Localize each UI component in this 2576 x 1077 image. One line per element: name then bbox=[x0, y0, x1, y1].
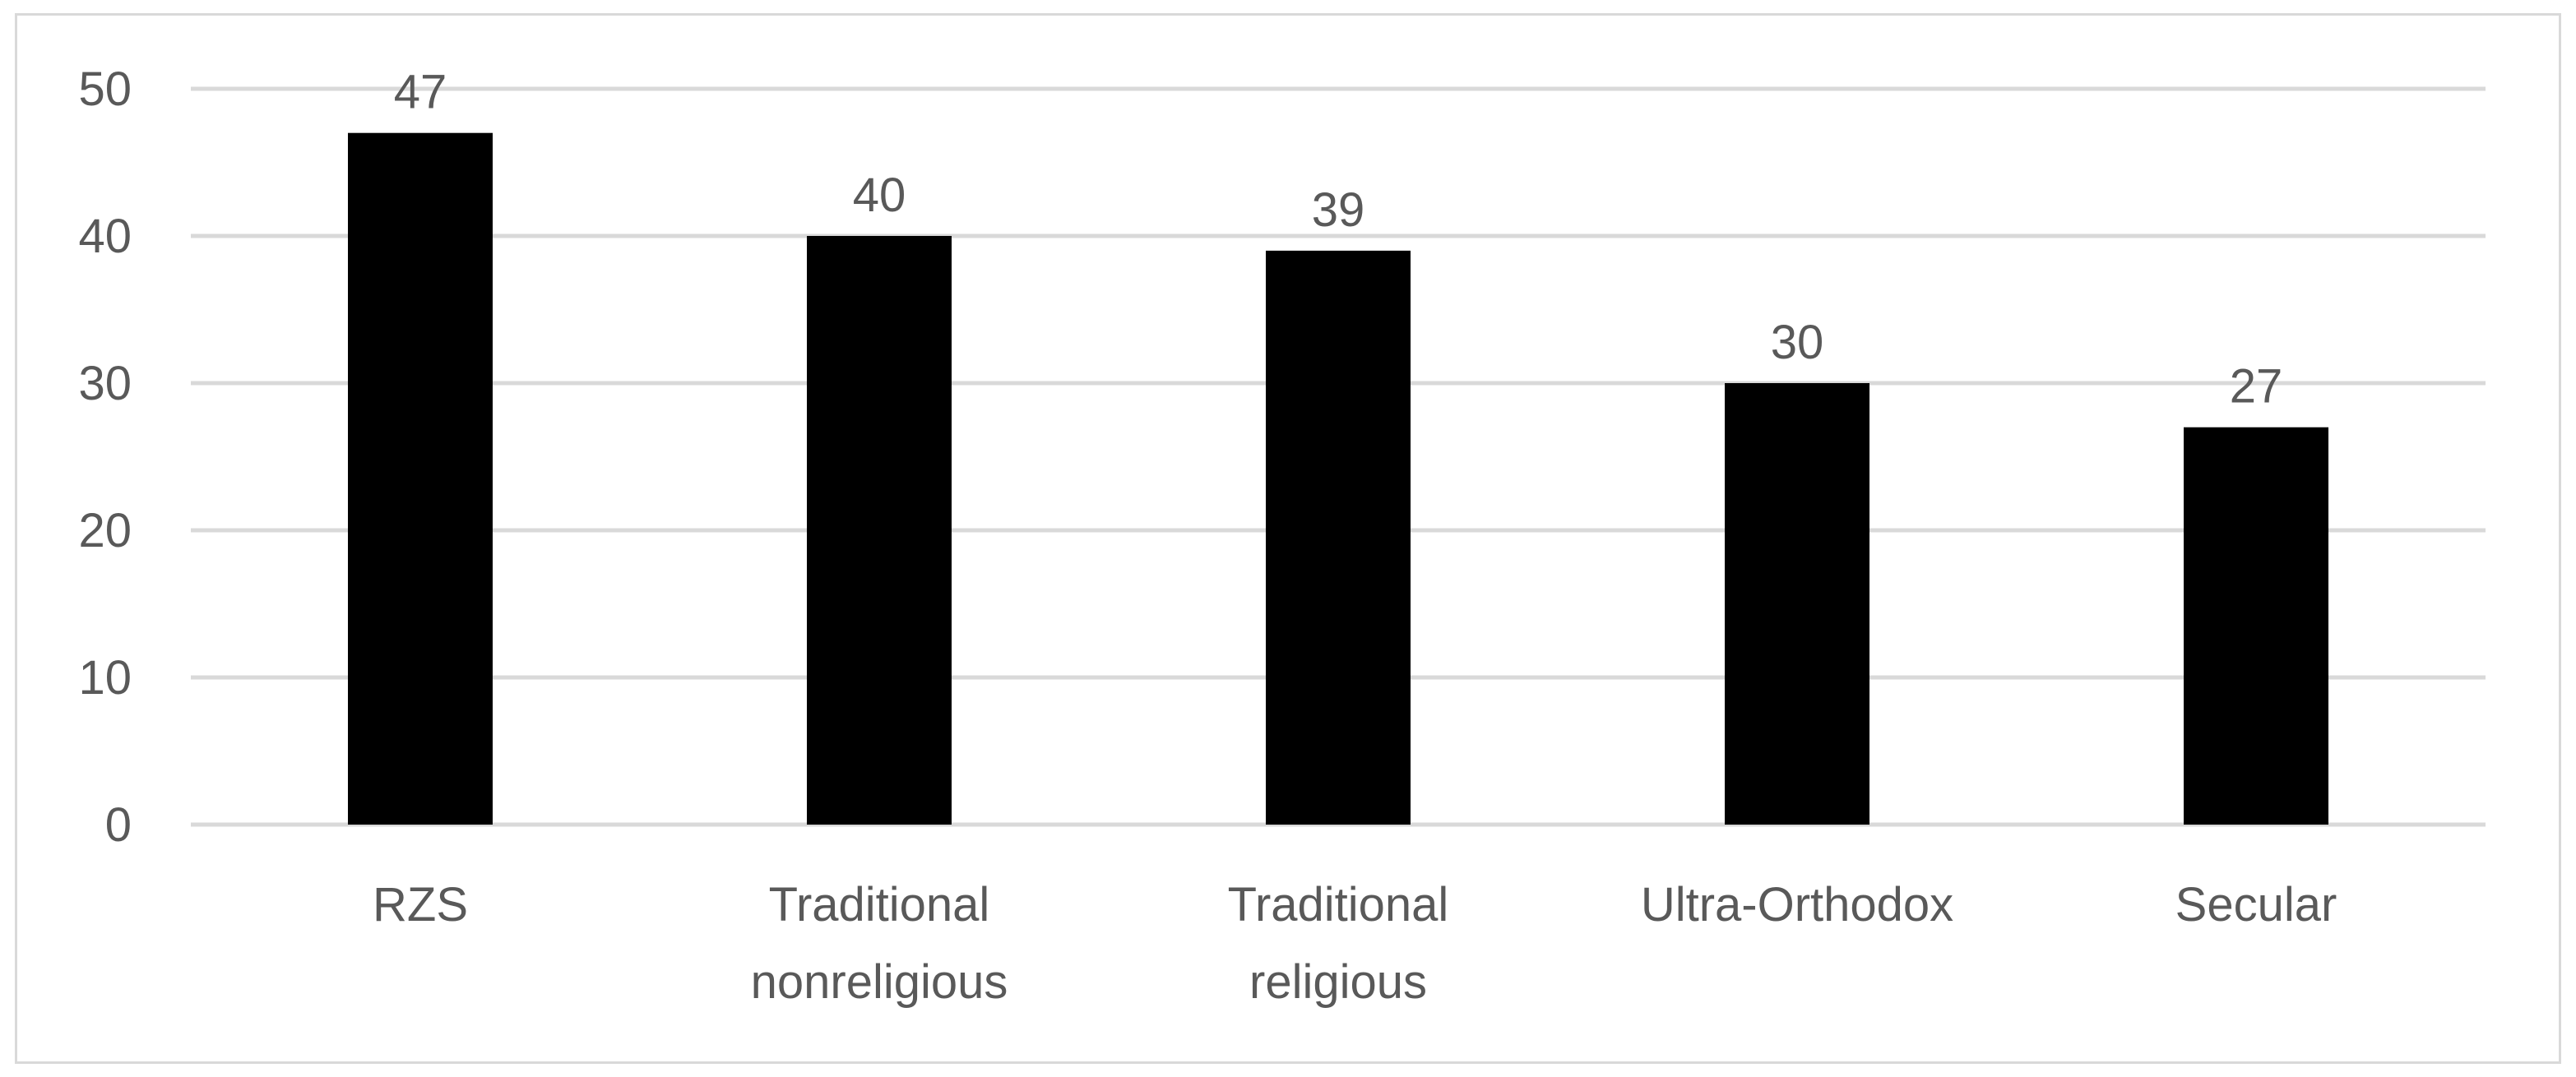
bar bbox=[2184, 427, 2328, 825]
x-tick-label: RZS bbox=[373, 878, 468, 931]
bar bbox=[1266, 250, 1411, 825]
bar bbox=[1725, 383, 1869, 825]
y-tick-label: 20 bbox=[78, 504, 132, 557]
y-tick-label: 30 bbox=[78, 357, 132, 410]
y-tick-label: 10 bbox=[78, 651, 132, 705]
data-label: 39 bbox=[1312, 183, 1365, 237]
data-label: 40 bbox=[853, 169, 906, 222]
bar bbox=[348, 132, 493, 825]
x-tick-label: religious bbox=[1249, 955, 1427, 1009]
y-tick-label: 50 bbox=[78, 62, 132, 116]
data-label: 47 bbox=[394, 66, 447, 119]
y-tick-label: 0 bbox=[105, 798, 132, 852]
x-tick-label: Traditional bbox=[769, 878, 990, 931]
x-tick-label: Ultra-Orthodox bbox=[1641, 878, 1953, 931]
x-tick-label: Traditional bbox=[1228, 878, 1449, 931]
x-tick-label: nonreligious bbox=[751, 955, 1008, 1009]
data-label: 30 bbox=[1771, 316, 1824, 369]
data-label: 27 bbox=[2230, 360, 2283, 414]
x-tick-label: Secular bbox=[2175, 878, 2337, 931]
y-tick-label: 40 bbox=[78, 210, 132, 263]
bar bbox=[807, 236, 952, 825]
